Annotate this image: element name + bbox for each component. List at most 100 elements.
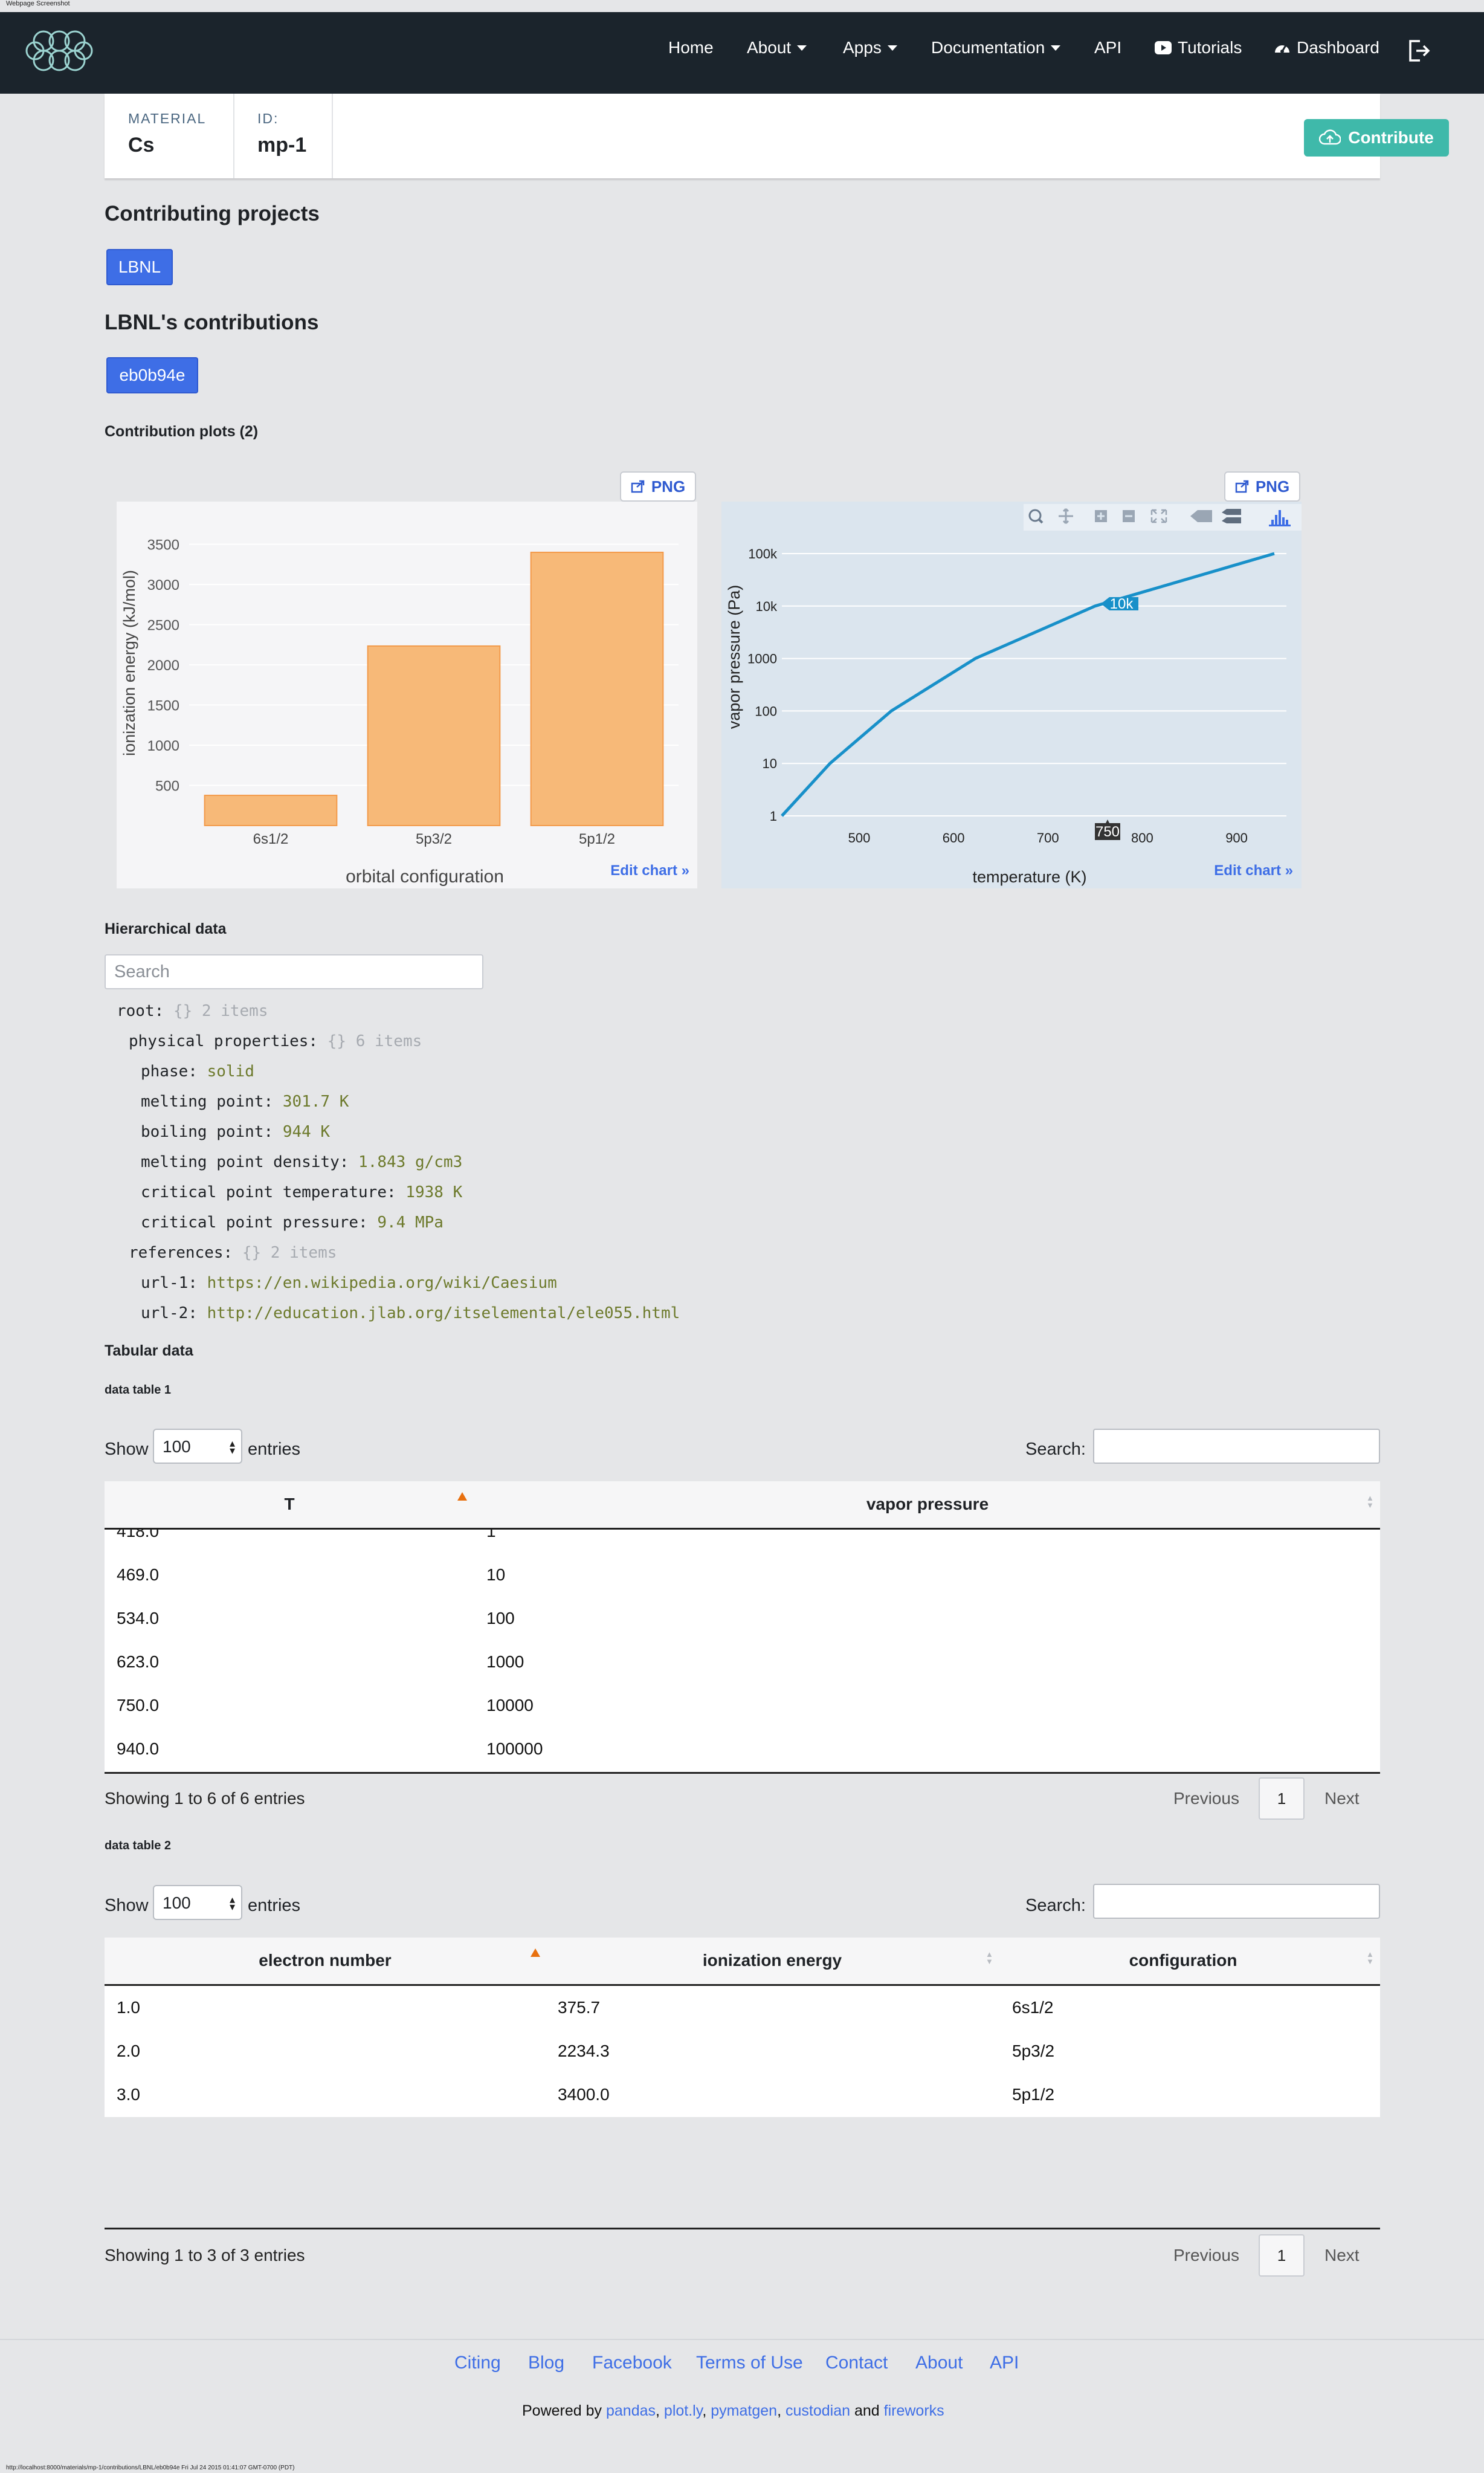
footer-link-blog[interactable]: Blog [528,2353,565,2373]
share-icon [1235,480,1249,493]
materials-project-logo-icon[interactable] [24,25,94,77]
powered-link-pandas[interactable]: pandas [605,2402,656,2419]
table1-search-input[interactable] [1093,1429,1380,1464]
tree-leaf-url-2[interactable]: url-2: http://education.jlab.org/itselem… [141,1304,680,1322]
powered-link-pymatgen[interactable]: pymatgen [711,2402,778,2419]
nav-about[interactable]: About [747,38,807,57]
nav-documentation[interactable]: Documentation [931,38,1061,57]
material-header-panel: MATERIAL Cs ID: mp-1 Contribute [105,94,1449,178]
table-row: 534.0 100 [105,1609,1380,1633]
select-arrows-icon: ▴ ▾ [229,1437,235,1456]
hover-closest-icon[interactable] [1190,510,1212,522]
table-cell: 6s1/2 [1012,1998,1054,2017]
table1-next-button[interactable]: Next [1324,1789,1360,1808]
column-header-configuration[interactable]: configuration [1129,1951,1237,1970]
table2-page-button[interactable]: 1 [1259,2234,1305,2277]
tree-leaf-critical-point-pressure: critical point pressure: 9.4 MPa [141,1214,444,1232]
tree-leaf-phase: phase: solid [141,1062,254,1081]
column-header-vapor-pressure[interactable]: vapor pressure [866,1495,989,1513]
contribution-id-button[interactable]: eb0b94e [106,357,198,393]
zoom-icon[interactable] [1028,509,1044,524]
y-tick-label: 2500 [147,618,179,634]
logout-icon[interactable] [1408,39,1431,63]
contribute-button[interactable]: Contribute [1304,119,1449,157]
bar[interactable] [204,795,338,827]
column-header-electron-number[interactable]: electron number [259,1951,392,1970]
nav-api[interactable]: API [1094,38,1122,57]
tree-leaf-url-1[interactable]: url-1: https://en.wikipedia.org/wiki/Cae… [141,1274,557,1292]
zoom-out-icon[interactable] [1123,510,1135,522]
table-cell: 5p1/2 [1012,2085,1055,2104]
table-row: 750.0 10000 [105,1696,1380,1720]
youtube-icon [1155,41,1172,54]
hierarchical-search-input[interactable] [105,954,483,989]
powered-by-line: Powered by pandas, plot.ly, pymatgen, cu… [522,2402,944,2419]
hover-compare-icon[interactable] [1222,509,1241,523]
tree-node-physical-properties[interactable]: physical properties: {} 6 items [129,1032,422,1050]
table2-next-button[interactable]: Next [1324,2246,1360,2264]
table1-previous-button[interactable]: Previous [1173,1789,1239,1808]
nav-tutorials[interactable]: Tutorials [1155,38,1242,57]
table1-length-select[interactable]: 100 ▴ ▾ [153,1429,242,1464]
sort-asc-icon [457,1492,467,1501]
nav-dashboard[interactable]: Dashboard [1274,38,1379,57]
tree-node-references[interactable]: references: {} 2 items [129,1244,337,1262]
powered-link-plotly[interactable]: plot.ly [663,2402,703,2419]
x-tick-label: 5p1/2 [579,831,615,847]
table-cell: 534.0 [117,1609,160,1628]
footer-link-facebook[interactable]: Facebook [592,2353,672,2373]
powered-link-fireworks[interactable]: fireworks [883,2402,944,2419]
x-tick-label: 500 [848,830,871,845]
y-tick-label: 10 [763,756,777,771]
length-label: entries [248,1440,301,1459]
column-header-ionization-energy[interactable]: ionization energy [702,1951,842,1970]
table-row: 1.0 375.7 6s1/2 [105,1998,1380,2022]
x-tick-label: 900 [1225,830,1248,845]
project-lbnl-button[interactable]: LBNL [106,249,173,285]
bar[interactable] [530,551,664,827]
png-export-button[interactable]: PNG [1224,471,1300,502]
vapor-pressure-line-chart: 1 10 100 1000 10k 100k 500 600 700 800 900 10k 75… [721,502,1302,888]
edit-chart-link[interactable]: Edit chart » [1214,862,1293,879]
png-export-button[interactable]: PNG [620,471,696,502]
plotly-logo-icon[interactable] [1269,510,1291,526]
footer-link-citing[interactable]: Citing [454,2353,501,2373]
zoom-in-icon[interactable] [1095,510,1107,522]
table2-previous-button[interactable]: Previous [1173,2246,1239,2264]
y-tick-label: 10k [756,599,778,614]
footer-link-terms[interactable]: Terms of Use [696,2353,803,2373]
footer-link-about[interactable]: About [915,2353,963,2373]
table-cell: 375.7 [558,1998,601,2017]
footer-link-api[interactable]: API [990,2353,1019,2373]
caret-down-icon [797,45,807,51]
length-label: Show [105,1440,149,1459]
column-header-t[interactable]: T [284,1495,295,1513]
table1-page-button[interactable]: 1 [1259,1777,1305,1820]
y-axis-label: ionization energy (kJ/mol) [120,570,138,756]
nav-apps[interactable]: Apps [843,38,897,57]
footer-link-contact[interactable]: Contact [825,2353,888,2373]
hover-value-label: 10k [1110,596,1134,612]
hover-tooltip: 10k 750 [1095,596,1138,840]
autoscale-icon[interactable] [1150,509,1167,523]
screenshot-title: Webpage Screenshot [6,0,70,7]
tree-node-root[interactable]: root: {} 2 items [117,1002,268,1020]
bar[interactable] [367,645,501,826]
pan-icon[interactable] [1059,508,1073,525]
search-label: Search: [1025,1440,1086,1459]
y-tick-label: 2000 [147,658,179,674]
powered-link-custodian[interactable]: custodian [785,2402,851,2419]
table2-search-input[interactable] [1093,1884,1380,1919]
nav-home[interactable]: Home [668,38,714,57]
table-row: 3.0 3400.0 5p1/2 [105,2085,1380,2109]
table2-length-select[interactable]: 100 ▴ ▾ [153,1885,242,1920]
edit-chart-link[interactable]: Edit chart » [610,862,689,879]
ionization-bar-chart: 500 1000 1500 2000 2500 3000 3500 6s1/2 5p3/2 5p… [117,502,697,888]
table-cell: 10 [486,1565,506,1584]
table-cell: 1.0 [117,1998,140,2017]
material-id: mp-1 [257,134,307,157]
sort-asc-icon [531,1948,540,1957]
table-cell: 469.0 [117,1565,160,1584]
sort-both-icon: ▲ ▼ [1366,1950,1374,1966]
table1-footer-line [105,1772,1380,1774]
